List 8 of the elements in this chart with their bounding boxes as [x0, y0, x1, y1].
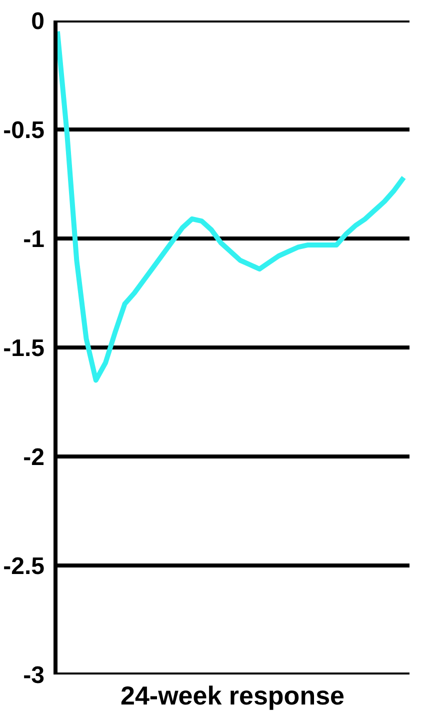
y-tick-label: -3: [23, 662, 45, 689]
y-tick-label: 0: [31, 8, 45, 35]
y-tick-label: -1: [23, 226, 45, 253]
y-tick-label: -2.5: [3, 553, 45, 580]
x-axis-title: 24-week response: [120, 680, 345, 710]
y-tick-label: -2: [23, 444, 45, 471]
y-tick-label: -0.5: [3, 117, 45, 144]
y-tick-label: -1.5: [3, 335, 45, 362]
